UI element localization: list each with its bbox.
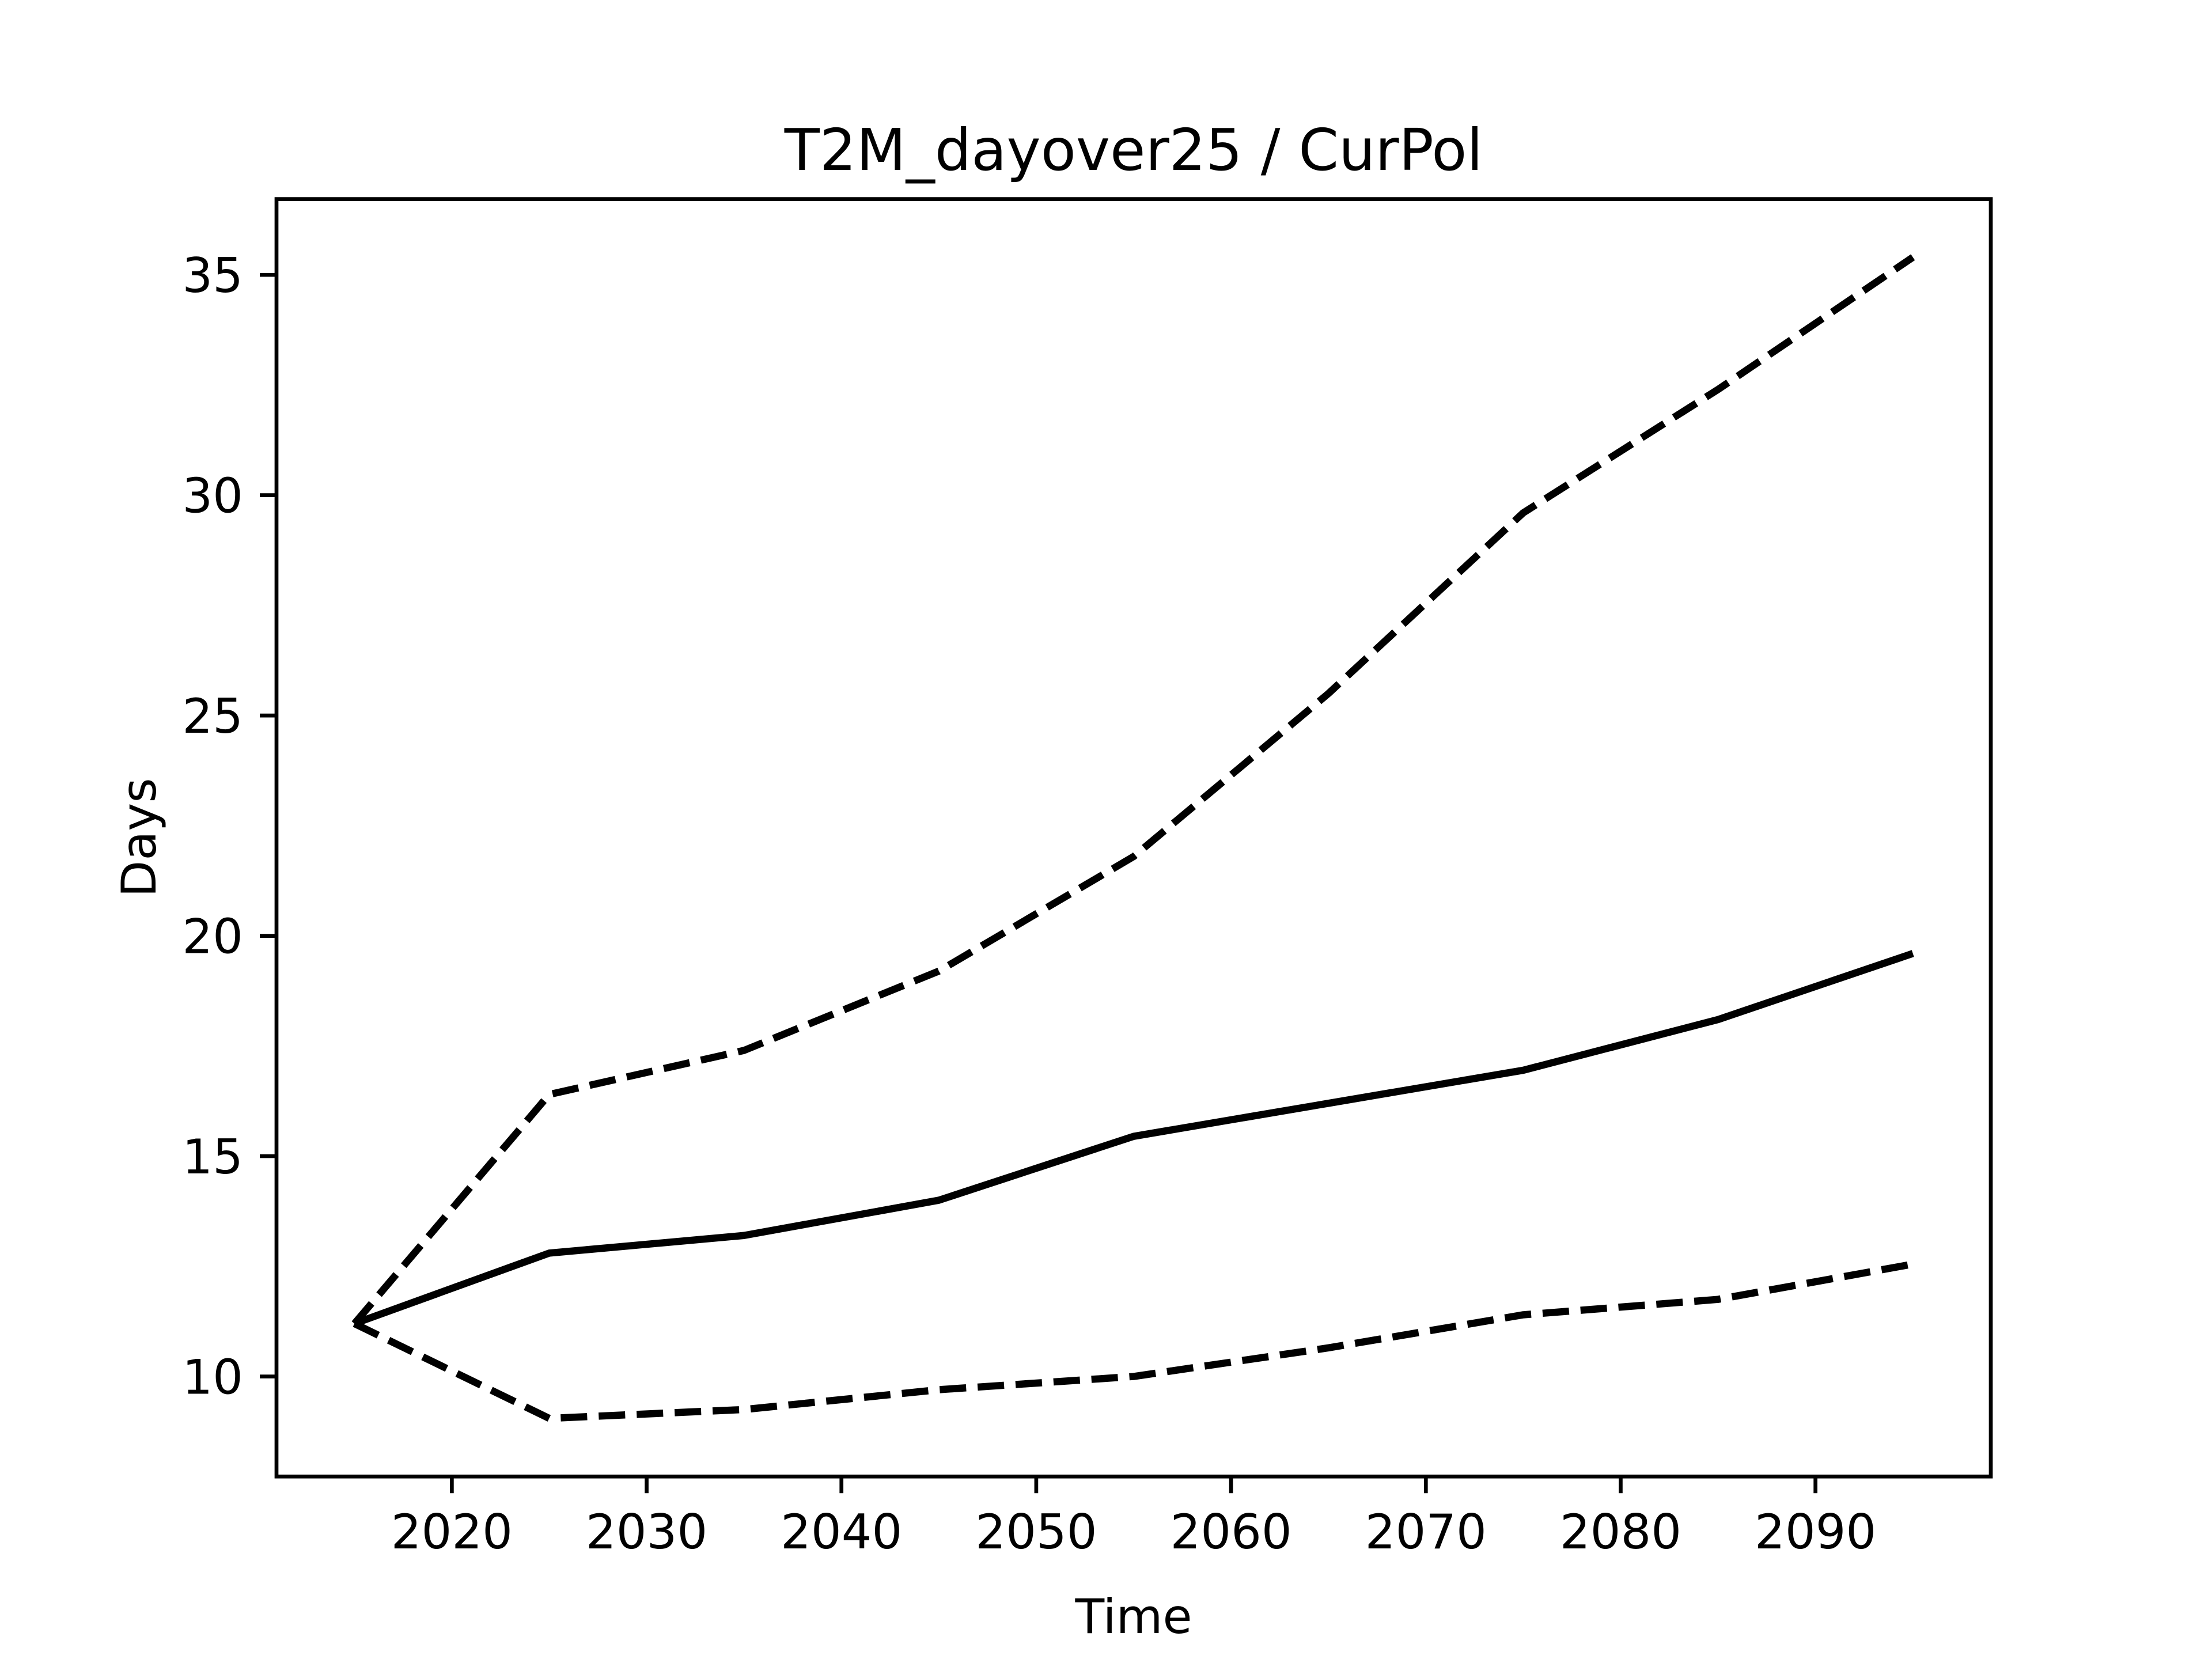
plot-frame bbox=[274, 197, 1993, 1479]
x-tick-label: 2050 bbox=[975, 1504, 1097, 1560]
x-tick-label: 2040 bbox=[781, 1504, 902, 1560]
line bbox=[351, 254, 1915, 1326]
y-tick-label: 30 bbox=[182, 468, 243, 524]
x-tick-label: 2030 bbox=[586, 1504, 707, 1560]
y-axis-label: Days bbox=[111, 778, 167, 897]
x-tick-label: 2060 bbox=[1170, 1504, 1291, 1560]
x-axis-label: Time bbox=[1074, 1589, 1192, 1645]
x-tick-label: 2090 bbox=[1755, 1504, 1876, 1560]
x-tick-label: 2020 bbox=[391, 1504, 513, 1560]
y-tick-label: 15 bbox=[182, 1129, 243, 1185]
y-tick-label: 10 bbox=[182, 1350, 243, 1406]
x-tick-label: 2080 bbox=[1560, 1504, 1681, 1560]
y-tick-label: 25 bbox=[182, 688, 243, 744]
y-tick-label: 35 bbox=[182, 248, 243, 304]
y-tick-label: 20 bbox=[182, 909, 243, 965]
x-tick-label: 2070 bbox=[1365, 1504, 1487, 1560]
line bbox=[353, 1260, 1914, 1422]
line bbox=[353, 950, 1914, 1327]
chart-title: T2M_dayover25 / CurPol bbox=[784, 116, 1483, 184]
